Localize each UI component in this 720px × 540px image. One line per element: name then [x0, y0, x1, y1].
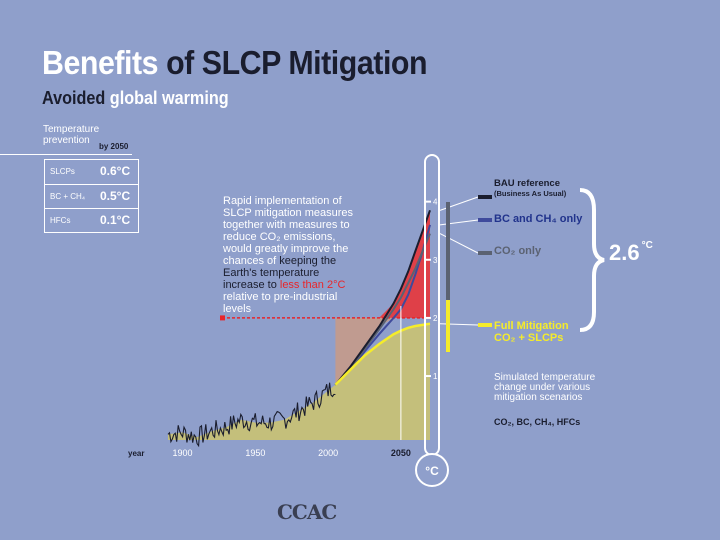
- annotation-text: Rapid implementation of SLCP mitigation …: [223, 195, 363, 315]
- thermometer-tick-label: 4: [433, 198, 438, 207]
- observed-line: [167, 382, 336, 448]
- thermometer-tick-label: 3: [433, 256, 438, 265]
- legend-swatch: [478, 251, 492, 255]
- prevention-row-label: SLCPs: [50, 167, 75, 176]
- full-range-bar: [446, 300, 450, 352]
- thermometer-unit-label: °C: [425, 464, 439, 478]
- annotation-part: Rapid implementation of SLCP mitigation …: [223, 195, 354, 267]
- series-line-2: [334, 233, 431, 386]
- legend-marks: [439, 195, 492, 352]
- area-fills: [168, 210, 430, 440]
- slide-title: Benefits of SLCP Mitigation: [42, 44, 428, 82]
- legend-swatch: [478, 195, 492, 199]
- legend-full-sub: CO₂ + SLCPs: [494, 332, 564, 344]
- x-tick-label: 2000: [318, 448, 338, 458]
- x-axis-title: year: [128, 449, 144, 458]
- observed-series: [167, 382, 336, 448]
- legend-connector: [439, 219, 479, 226]
- legend-swatch: [478, 323, 492, 327]
- ccac-logo: CCAC: [277, 500, 337, 524]
- brace-value: 2.6: [609, 240, 640, 265]
- prevention-divider: [0, 154, 132, 155]
- legend-bau-sub: (Business As Usual): [494, 189, 567, 198]
- series-line-3: [334, 322, 431, 386]
- prevention-row: SLCPs 0.6°C: [45, 160, 138, 184]
- legend-connector: [439, 196, 479, 211]
- title-rest: of SLCP Mitigation: [158, 44, 428, 81]
- x-tick-label: 1900: [173, 448, 193, 458]
- legend-full-label: Full Mitigation: [494, 320, 569, 332]
- legend-co2: CO₂ only: [494, 245, 542, 257]
- subtitle-lead: Avoided: [42, 88, 106, 108]
- prevention-header: Temperature prevention: [43, 124, 100, 146]
- red-zone-area: [335, 210, 430, 318]
- annotation-highlight: less than 2°C: [279, 279, 346, 291]
- slide-subtitle: Avoided global warming: [42, 88, 229, 109]
- avoided-warming-value: 2.6 °C: [609, 240, 653, 266]
- series-line-1: [334, 224, 431, 386]
- scenario-lines: [334, 209, 431, 386]
- thermometer-bulb: [415, 453, 449, 487]
- mitigated-area: [168, 323, 430, 440]
- thermometer: °C 1 2 3 4: [415, 154, 449, 487]
- mitigation-band-area: [335, 317, 430, 385]
- thermometer-tick-label: 2: [433, 314, 438, 323]
- legend-bau-label: BAU reference: [494, 178, 560, 189]
- subtitle-highlight: global warming: [105, 88, 229, 108]
- prevention-row: HFCs 0.1°C: [45, 208, 138, 233]
- threshold-marker: [220, 315, 225, 321]
- co2-range-bar: [446, 202, 450, 320]
- brace-icon: [579, 188, 605, 332]
- annotation-part: relative to pre-industrial levels: [223, 291, 338, 315]
- brace-unit: °C: [641, 240, 653, 251]
- series-line-0: [334, 209, 431, 386]
- prevention-table: SLCPs 0.6°C BC + CH₄ 0.5°C HFCs 0.1°C: [44, 159, 139, 233]
- thermometer-tick-label: 1: [433, 372, 438, 381]
- simulation-note: Simulated temperature change under vario…: [494, 372, 596, 403]
- prevention-row-label: BC + CH₄: [50, 192, 86, 201]
- legend-bc: BC and CH₄ only: [494, 213, 583, 225]
- prevention-row-value: 0.5°C: [100, 189, 131, 203]
- legend-bau: BAU reference (Business As Usual): [494, 179, 566, 199]
- legend-connector: [439, 323, 479, 326]
- prevention-row: BC + CH₄ 0.5°C: [45, 184, 138, 209]
- title-highlight: Benefits: [42, 44, 159, 81]
- x-axis: year 1900 1950 2000 2050: [128, 306, 411, 458]
- prevention-row-label: HFCs: [50, 216, 71, 225]
- prevention-row-value: 0.1°C: [100, 213, 131, 227]
- legend-swatch: [478, 218, 492, 222]
- annotation-part: keeping the Earth's temperature increase…: [223, 255, 337, 291]
- x-tick-label: 2050: [391, 448, 411, 458]
- legend-connector: [439, 233, 479, 254]
- prevention-by-label: by 2050: [99, 142, 129, 151]
- legend-full: Full Mitigation CO₂ + SLCPs: [494, 320, 569, 344]
- simulation-gases: CO₂, BC, CH₄, HFCs: [494, 417, 581, 427]
- prevention-row-value: 0.6°C: [100, 164, 131, 178]
- x-tick-label: 1950: [245, 448, 265, 458]
- thermometer-neck: [426, 456, 438, 462]
- brace-shape: [579, 188, 605, 332]
